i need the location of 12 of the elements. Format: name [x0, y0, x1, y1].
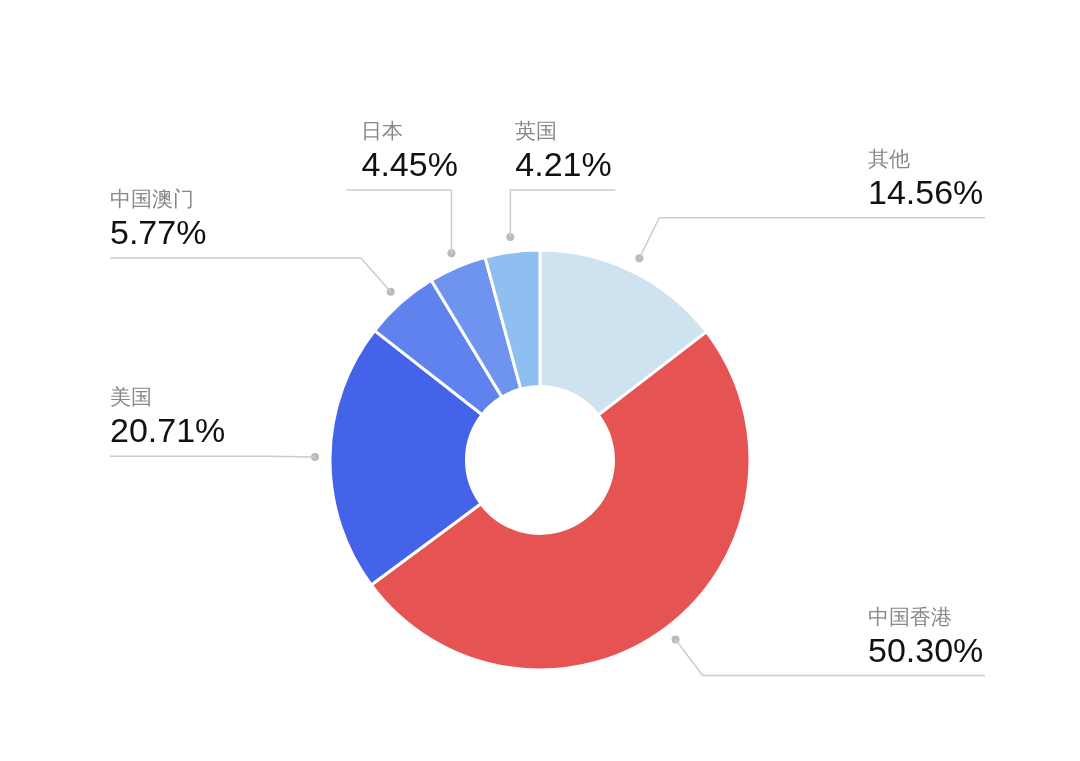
slice-label: 日本 [361, 119, 404, 142]
slice-label: 美国 [110, 385, 152, 409]
slice-label: 英国 [515, 119, 558, 142]
data-label: 4.21% [515, 145, 612, 183]
slice-label: 中国澳门 [110, 186, 194, 210]
data-label: 5.77% [110, 212, 207, 251]
slice-label: 其他 [868, 146, 910, 170]
data-label: 20.71% [110, 411, 226, 450]
data-label: 50.30% [868, 630, 984, 669]
data-label: 4.45% [361, 145, 458, 183]
slice-label: 中国香港 [868, 604, 952, 628]
data-label: 14.56% [868, 172, 984, 211]
